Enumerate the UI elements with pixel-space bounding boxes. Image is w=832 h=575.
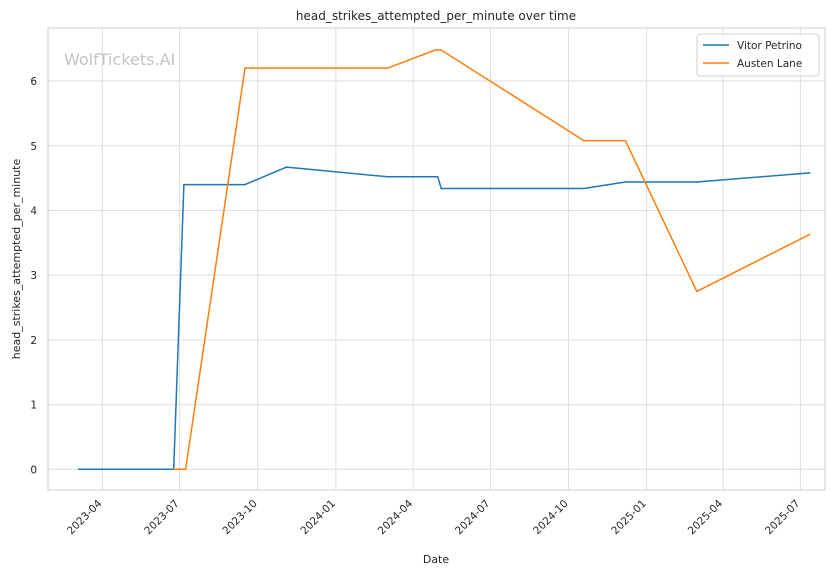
series-1-point-8: [696, 290, 698, 293]
x-tick-label-9: 2025-07: [763, 498, 803, 538]
chart-title: head_strikes_attempted_per_minute over t…: [296, 9, 576, 23]
series-layer: [77, 49, 811, 471]
series-1-point-5: [440, 49, 443, 51]
series-1-point-1: [184, 468, 187, 471]
legend: Vitor Petrino Austen Lane: [696, 33, 820, 77]
series-0-point-8: [583, 187, 585, 190]
series-line-1: [173, 49, 811, 471]
x-tick-label-7: 2025-01: [609, 498, 649, 538]
ticks: 0 1 2 3 4 5 6 2023-04 2023-07 2023-10 2024-01 2024-…: [30, 76, 802, 537]
y-tick-label-0: 0: [30, 464, 37, 476]
series-0-point-3: [244, 183, 246, 186]
series-0-point-2: [183, 183, 185, 186]
x-tick-label-5: 2024-07: [453, 498, 493, 538]
series-1-point-7: [624, 139, 627, 142]
series-1-point-6: [583, 139, 585, 142]
grid: [48, 28, 825, 490]
x-tick-label-3: 2024-01: [298, 498, 338, 538]
series-0-point-7: [440, 187, 443, 190]
y-tick-label-2: 2: [30, 335, 37, 347]
series-0-point-4: [285, 166, 288, 168]
x-tick-label-6: 2024-10: [531, 498, 571, 538]
series-0-point-5: [386, 176, 389, 178]
series-0-point-10: [696, 181, 698, 183]
series-1-point-4: [434, 49, 437, 51]
series-1-point-2: [244, 67, 246, 69]
y-tick-label-3: 3: [30, 270, 37, 282]
x-tick-label-0: 2023-04: [65, 497, 105, 537]
x-tick-label-4: 2024-04: [376, 497, 416, 537]
series-1-point-9: [808, 233, 811, 236]
series-line-0: [78, 166, 810, 471]
series-0-point-9: [624, 181, 627, 183]
legend-label-0: Vitor Petrino: [737, 40, 802, 52]
series-1-point-0: [172, 468, 175, 471]
series-0-point-6: [437, 176, 439, 178]
y-tick-label-4: 4: [30, 205, 37, 217]
x-tick-label-2: 2023-10: [220, 498, 260, 538]
y-tick-label-6: 6: [30, 76, 37, 88]
series-1-point-3: [386, 67, 389, 69]
y-axis-label: head_strikes_attempted_per_minute: [10, 159, 23, 360]
x-axis-label: Date: [423, 553, 450, 566]
y-tick-label-1: 1: [30, 400, 37, 412]
x-tick-label-1: 2023-07: [142, 498, 182, 538]
series-0-point-0: [77, 468, 80, 471]
x-tick-label-8: 2025-04: [686, 497, 726, 537]
watermark: WolfTickets.AI: [64, 50, 175, 69]
series-0-point-11: [808, 172, 811, 174]
y-tick-label-5: 5: [30, 141, 37, 153]
plot-area-frame: [47, 27, 826, 491]
legend-label-1: Austen Lane: [737, 58, 802, 70]
